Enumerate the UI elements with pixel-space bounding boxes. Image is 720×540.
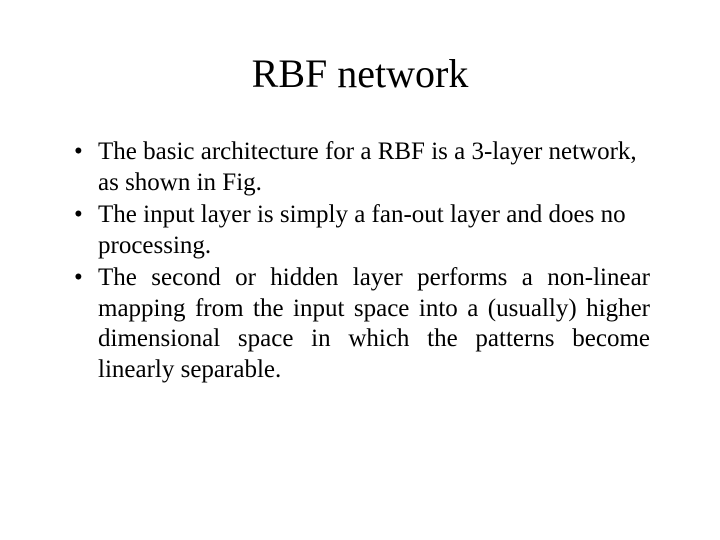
slide-title: RBF network — [60, 50, 660, 97]
list-item: The input layer is simply a fan-out laye… — [70, 200, 650, 261]
bullet-text: The second or hidden layer performs a no… — [98, 264, 650, 383]
bullet-text: The basic architecture for a RBF is a 3-… — [98, 138, 637, 196]
slide: RBF network The basic architecture for a… — [0, 0, 720, 540]
list-item: The basic architecture for a RBF is a 3-… — [70, 137, 650, 198]
bullet-text: The input layer is simply a fan-out laye… — [98, 201, 626, 259]
list-item: The second or hidden layer performs a no… — [70, 263, 650, 385]
bullet-list: The basic architecture for a RBF is a 3-… — [60, 137, 660, 385]
